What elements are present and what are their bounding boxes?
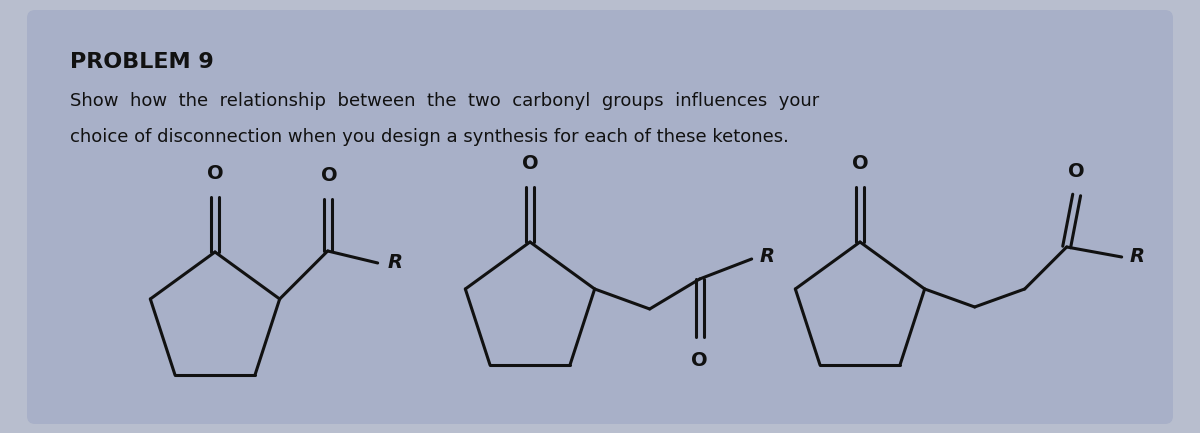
Text: O: O	[522, 154, 539, 173]
Text: O: O	[206, 164, 223, 183]
Text: choice of disconnection when you design a synthesis for each of these ketones.: choice of disconnection when you design …	[70, 128, 788, 146]
Text: R: R	[1129, 248, 1145, 266]
Text: PROBLEM 9: PROBLEM 9	[70, 52, 214, 72]
FancyBboxPatch shape	[28, 10, 1174, 424]
Text: R: R	[388, 253, 403, 272]
Text: O: O	[1068, 162, 1085, 181]
Text: O: O	[852, 154, 869, 173]
Text: R: R	[760, 248, 775, 266]
Text: Show  how  the  relationship  between  the  two  carbonyl  groups  influences  y: Show how the relationship between the tw…	[70, 92, 820, 110]
Text: O: O	[691, 351, 708, 370]
Text: O: O	[322, 166, 338, 185]
